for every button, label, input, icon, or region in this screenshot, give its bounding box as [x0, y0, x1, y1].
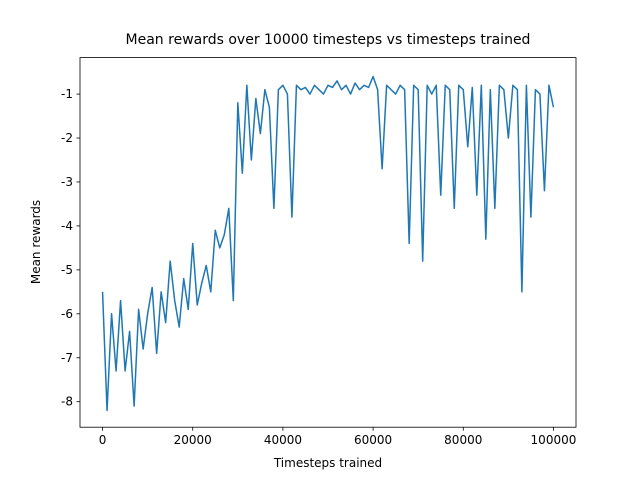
y-tick-label: -7 — [61, 351, 73, 365]
y-tick-label: -1 — [61, 87, 73, 101]
y-tick-label: -4 — [61, 219, 73, 233]
x-tick-label: 100000 — [531, 433, 577, 447]
y-tick-label: -3 — [61, 175, 73, 189]
y-tick-label: -2 — [61, 131, 73, 145]
y-axis-label: Mean rewards — [29, 200, 43, 284]
x-tick-label: 20000 — [174, 433, 212, 447]
chart-title: Mean rewards over 10000 timesteps vs tim… — [126, 32, 531, 48]
x-tick-label: 0 — [99, 433, 107, 447]
plot-frame — [79, 57, 577, 428]
x-tick-label: 60000 — [354, 433, 392, 447]
x-tick-label: 80000 — [444, 433, 482, 447]
y-tick-label: -6 — [61, 307, 73, 321]
data-line — [101, 75, 555, 412]
y-tick-label: -8 — [61, 395, 73, 409]
y-tick-label: -5 — [61, 263, 73, 277]
x-axis-label: Timesteps trained — [273, 456, 382, 470]
x-tick-label: 40000 — [264, 433, 302, 447]
